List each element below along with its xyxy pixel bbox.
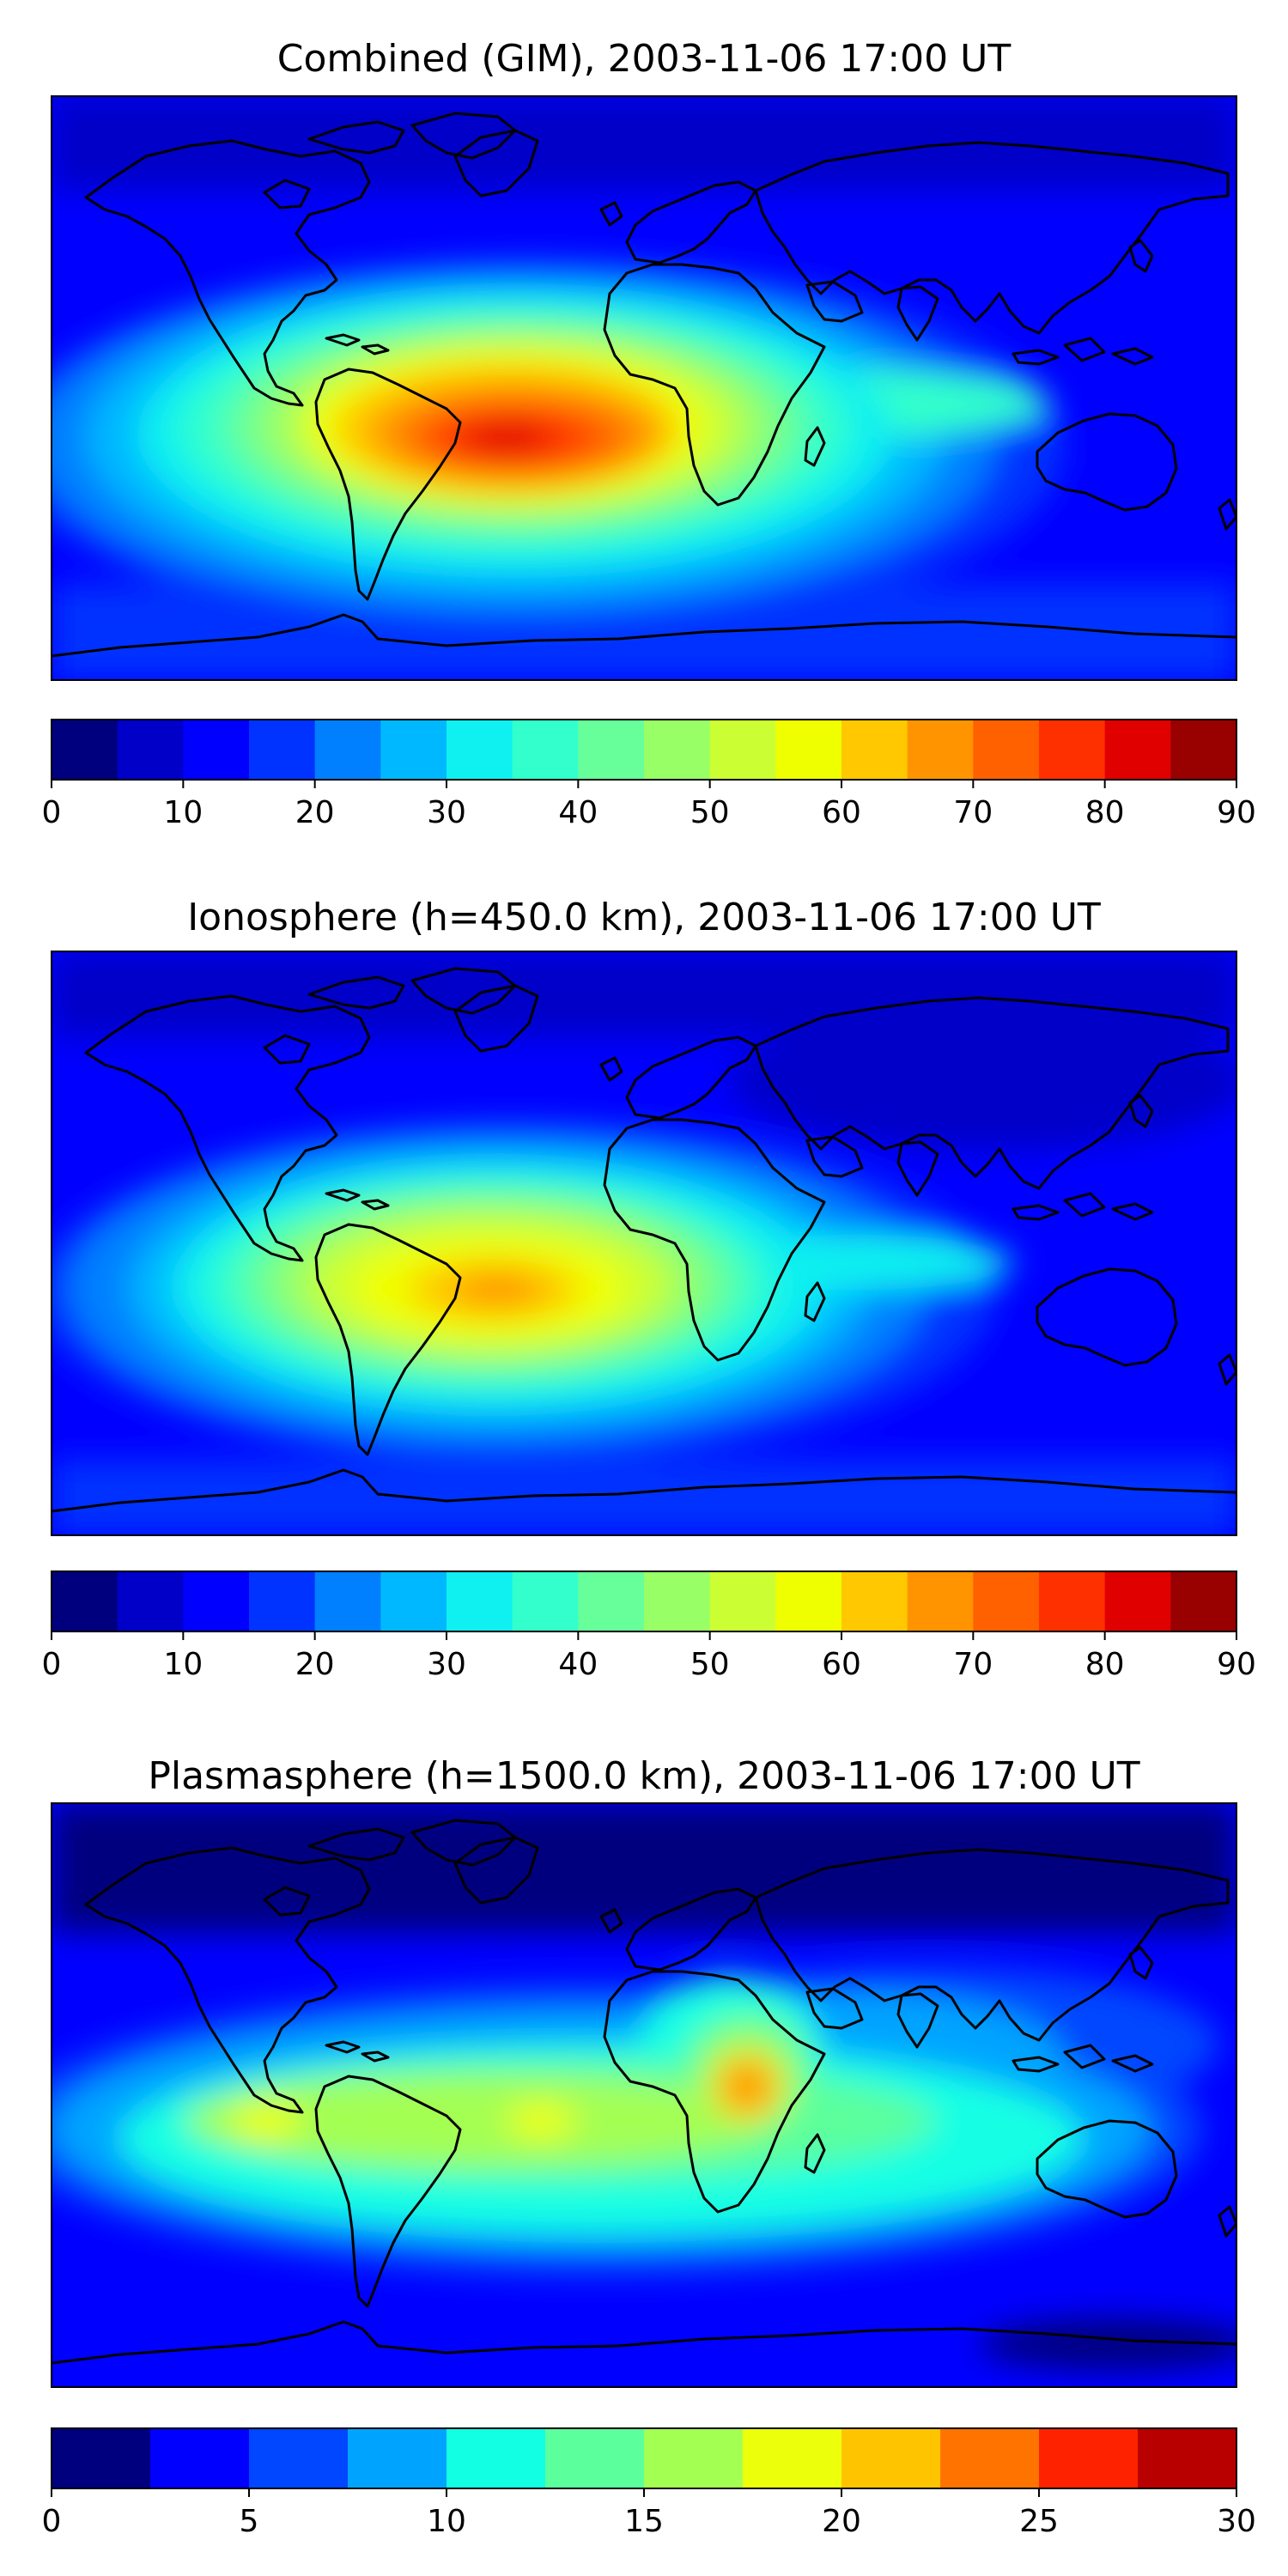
colorbar-tick-label: 40 <box>558 795 598 830</box>
colorbar-bin <box>249 720 316 780</box>
colorbar-tick-label: 50 <box>690 795 730 830</box>
colorbar-bin <box>709 720 776 780</box>
colorbar-bin <box>380 1571 447 1631</box>
colorbar-bin <box>117 720 184 780</box>
colorbar-bin <box>183 720 250 780</box>
colorbar-bin <box>150 2428 250 2488</box>
panel-3-map <box>51 1802 1237 2388</box>
colorbar-bin <box>644 720 711 780</box>
colorbar-bin <box>1170 1571 1237 1631</box>
colorbar-bin <box>545 2428 645 2488</box>
colorbar-tick-label: 90 <box>1217 1647 1256 1682</box>
colorbar-tick-label: 10 <box>163 795 203 830</box>
colorbar-bin <box>314 1571 381 1631</box>
colorbar-bin <box>841 2428 941 2488</box>
colorbar-bin <box>117 1571 184 1631</box>
colorbar-bin <box>1104 1571 1171 1631</box>
colorbar-bin <box>1138 2428 1237 2488</box>
colorbar-tick-label: 30 <box>427 1647 466 1682</box>
colorbar-bin <box>1039 1571 1106 1631</box>
colorbar-tick-label: 60 <box>822 795 861 830</box>
colorbar-bin <box>907 720 974 780</box>
colorbar-bin <box>1039 720 1106 780</box>
colorbar-bin <box>841 1571 908 1631</box>
panel-2-colorbar: 0 10 20 30 40 50 60 70 80 90 <box>42 1571 1256 1682</box>
colorbar-tick-label: 10 <box>427 2504 466 2539</box>
colorbar-tick-label: 90 <box>1217 795 1256 830</box>
panel-3-title: Plasmasphere (h=1500.0 km), 2003-11-06 1… <box>148 1754 1140 1798</box>
colorbar-tick-label: 60 <box>822 1647 861 1682</box>
colorbar-tick-label: 70 <box>953 1647 993 1682</box>
colorbar-bin <box>1039 2428 1139 2488</box>
colorbar-bin <box>743 2428 842 2488</box>
colorbar-bin <box>1170 720 1237 780</box>
colorbar-tick-label: 50 <box>690 1647 730 1682</box>
colorbar-bin <box>447 720 513 780</box>
panel-2-map <box>51 951 1237 1536</box>
colorbar-tick-label: 20 <box>295 1647 335 1682</box>
colorbar-bin <box>841 720 908 780</box>
colorbar-bin <box>249 1571 316 1631</box>
panel-3-colorbar: 0 5 10 15 20 25 30 <box>42 2427 1256 2539</box>
colorbar-tick-label: 15 <box>624 2504 664 2539</box>
colorbar-bin <box>512 720 579 780</box>
colorbar-bin <box>907 1571 974 1631</box>
colorbar-tick-label: 80 <box>1085 795 1125 830</box>
colorbar-bin <box>447 2428 546 2488</box>
colorbar-tick-label: 0 <box>42 1647 62 1682</box>
colorbar-bin <box>447 1571 513 1631</box>
panel-1-colorbar: 0 10 20 30 40 50 60 70 80 90 <box>42 719 1256 830</box>
colorbar-bin <box>709 1571 776 1631</box>
colorbar-bin <box>578 1571 645 1631</box>
panel-2-title: Ionosphere (h=450.0 km), 2003-11-06 17:0… <box>187 896 1101 939</box>
colorbar-bin <box>775 1571 842 1631</box>
colorbar-tick-label: 0 <box>42 795 62 830</box>
colorbar-border <box>51 719 1237 781</box>
panel-1-title: Combined (GIM), 2003-11-06 17:00 UT <box>276 37 1012 81</box>
colorbar-tick-label: 25 <box>1019 2504 1059 2539</box>
colorbar-bin <box>973 1571 1040 1631</box>
colorbar-bin <box>644 1571 711 1631</box>
colorbar-bin <box>1104 720 1171 780</box>
colorbar-bin <box>578 720 645 780</box>
colorbar-tick-label: 40 <box>558 1647 598 1682</box>
colorbar-tick-label: 10 <box>163 1647 203 1682</box>
colorbar-bin <box>644 2428 744 2488</box>
colorbar-bin <box>348 2428 447 2488</box>
colorbar-bin <box>52 2428 151 2488</box>
colorbar-tick-label: 80 <box>1085 1647 1125 1682</box>
colorbar-bin <box>52 1571 118 1631</box>
colorbar-tick-label: 30 <box>427 795 466 830</box>
panel-1-map <box>51 95 1237 681</box>
colorbar-bin <box>775 720 842 780</box>
colorbar-tick-label: 20 <box>822 2504 861 2539</box>
colorbar-bin <box>973 720 1040 780</box>
colorbar-bin <box>314 720 381 780</box>
colorbar-bin <box>52 720 118 780</box>
colorbar-bin <box>512 1571 579 1631</box>
colorbar-bin <box>380 720 447 780</box>
colorbar-tick-label: 30 <box>1217 2504 1256 2539</box>
colorbar-tick-label: 5 <box>240 2504 259 2539</box>
colorbar-bin <box>940 2428 1040 2488</box>
colorbar-tick-label: 70 <box>953 795 993 830</box>
colorbar-bin <box>183 1571 250 1631</box>
colorbar-bin <box>249 2428 349 2488</box>
colorbar-tick-label: 0 <box>42 2504 62 2539</box>
colorbar-border <box>51 1571 1237 1632</box>
colorbar-tick-label: 20 <box>295 795 335 830</box>
